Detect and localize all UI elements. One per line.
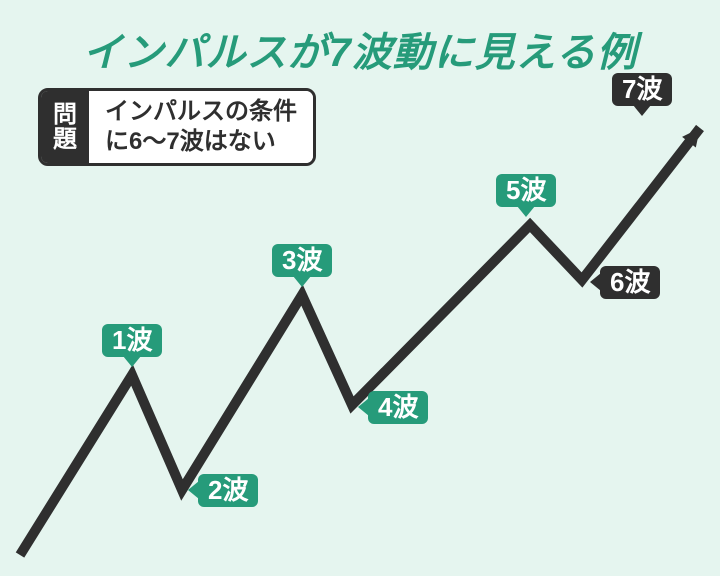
- wave-label: 2波: [198, 474, 258, 507]
- diagram-canvas: インパルスが7波動に見える例 問題 インパルスの条件 に6～7波はない 1波2波…: [0, 0, 720, 576]
- wave-label: 1波: [102, 324, 162, 357]
- wave-label: 7波: [612, 73, 672, 106]
- wave-label: 3波: [272, 244, 332, 277]
- wave-label: 6波: [600, 266, 660, 299]
- wave-label: 5波: [496, 174, 556, 207]
- wave-label: 4波: [368, 391, 428, 424]
